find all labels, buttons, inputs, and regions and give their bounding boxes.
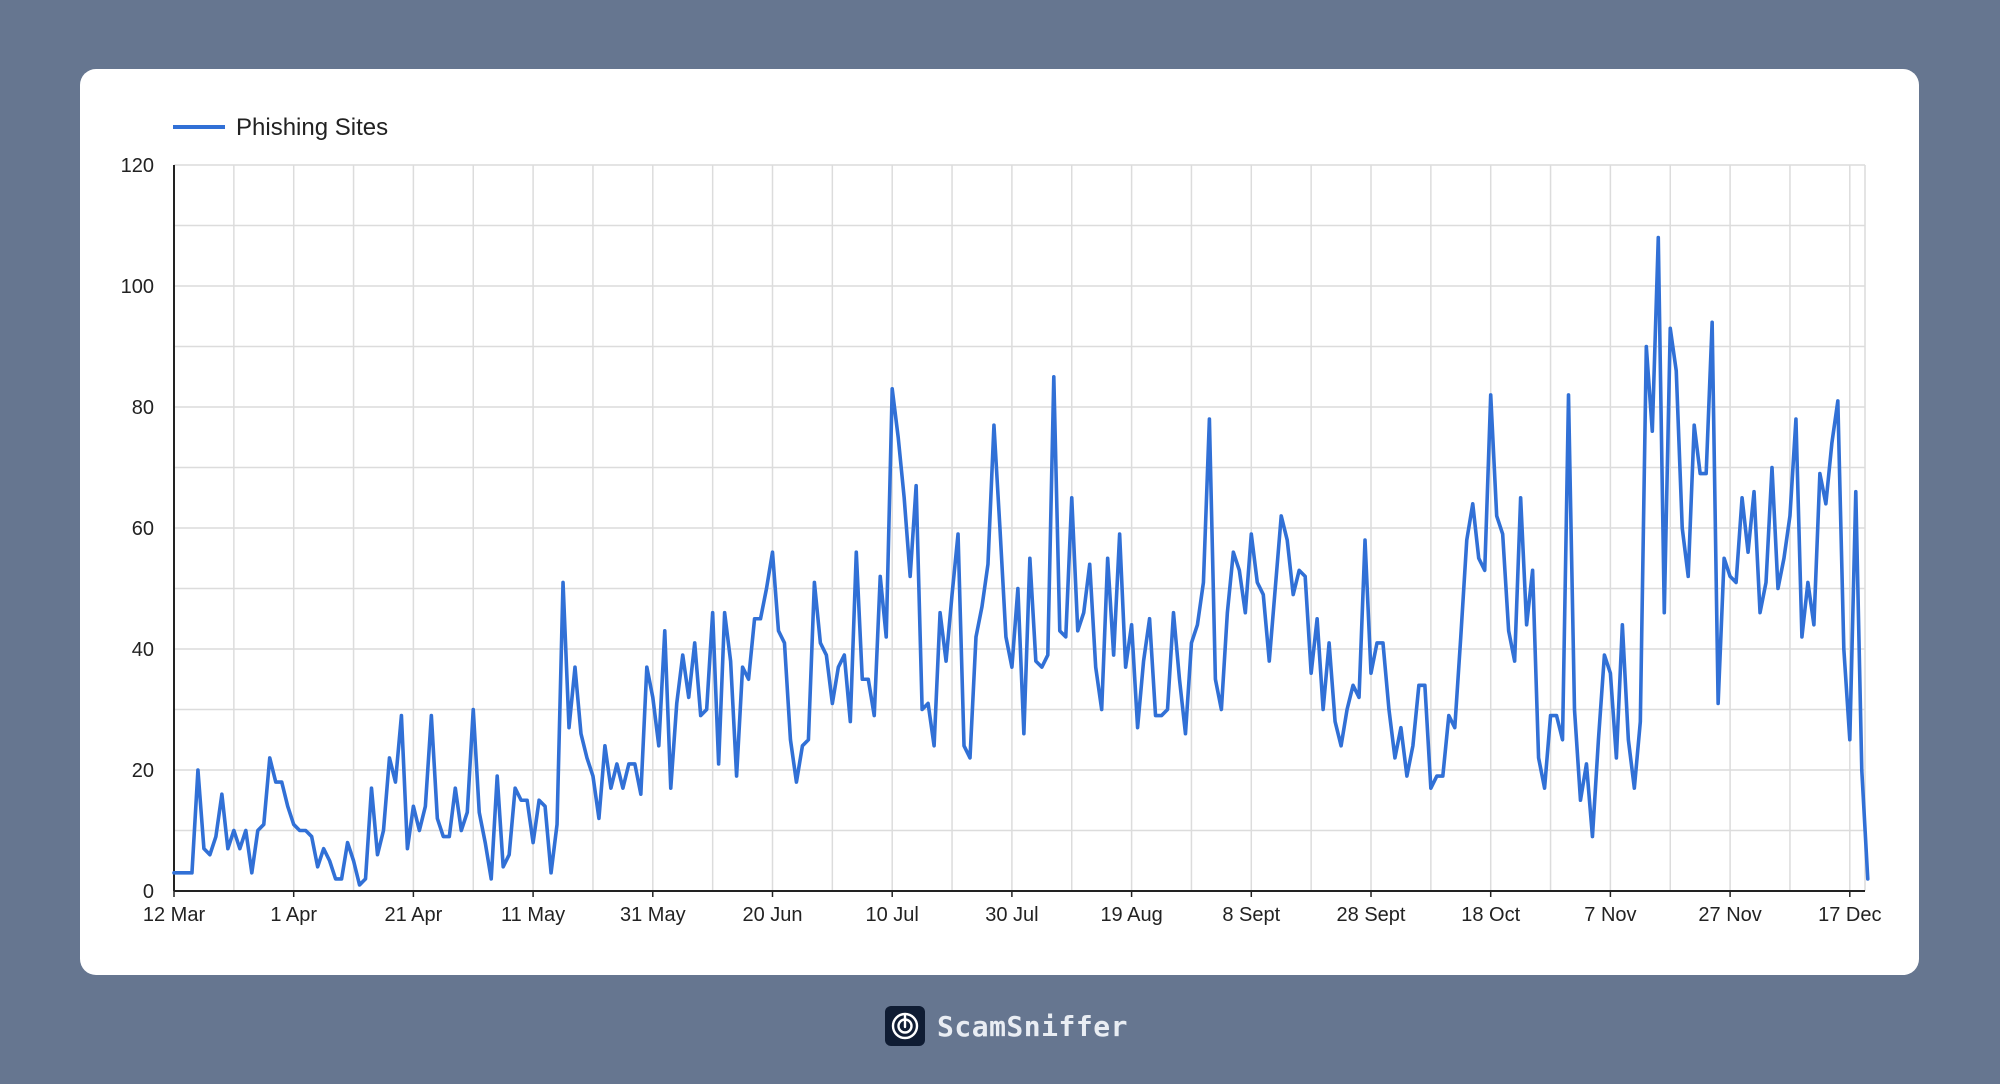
axes xyxy=(173,165,1865,892)
x-tick-label: 27 Nov xyxy=(1698,904,1761,926)
line-chart: 0 20 40 60 80 100 120 12 Mar 1 Apr 21 Apr 11 May 3… xyxy=(121,114,1882,926)
x-tick-label: 1 Apr xyxy=(270,904,317,926)
x-tick-label: 28 Sept xyxy=(1337,904,1406,926)
x-tick-label: 19 Aug xyxy=(1100,904,1162,926)
legend-label: Phishing Sites xyxy=(236,114,388,141)
brand-name: ScamSniffer xyxy=(937,1009,1128,1043)
chart-card: 0 20 40 60 80 100 120 12 Mar 1 Apr 21 Apr 11 May 3… xyxy=(80,69,1919,975)
y-tick-label: 120 xyxy=(121,155,154,177)
x-tick-label: 8 Sept xyxy=(1222,904,1280,926)
x-tick-label: 10 Jul xyxy=(866,904,919,926)
x-tick-label: 31 May xyxy=(620,904,686,926)
horizontal-gridlines xyxy=(174,164,1865,832)
brand-footer: ScamSniffer xyxy=(885,1005,1128,1047)
x-axis-tick-labels: 12 Mar 1 Apr 21 Apr 11 May 31 May 20 Jun 10 Ju… xyxy=(143,891,1881,926)
y-tick-label: 60 xyxy=(132,518,154,540)
series-group xyxy=(172,235,1870,887)
x-tick-label: 20 Jun xyxy=(742,904,802,926)
y-tick-label: 20 xyxy=(132,760,154,782)
radar-shield-icon xyxy=(885,1006,925,1046)
x-tick-label: 11 May xyxy=(501,904,565,926)
legend: Phishing Sites xyxy=(173,114,388,141)
x-tick-label: 7 Nov xyxy=(1584,904,1636,926)
y-tick-label: 0 xyxy=(143,881,154,903)
x-tick-label: 17 Dec xyxy=(1818,904,1881,926)
x-tick-label: 18 Oct xyxy=(1461,904,1520,926)
series-line-phishing-sites xyxy=(172,235,1870,887)
x-tick-label: 30 Jul xyxy=(985,904,1038,926)
y-tick-label: 80 xyxy=(132,397,154,419)
x-tick-label: 21 Apr xyxy=(384,904,442,926)
y-tick-label: 100 xyxy=(121,276,154,298)
y-axis-tick-labels: 0 20 40 60 80 100 120 xyxy=(121,155,154,903)
y-tick-label: 40 xyxy=(132,639,154,661)
x-tick-label: 12 Mar xyxy=(143,904,206,926)
